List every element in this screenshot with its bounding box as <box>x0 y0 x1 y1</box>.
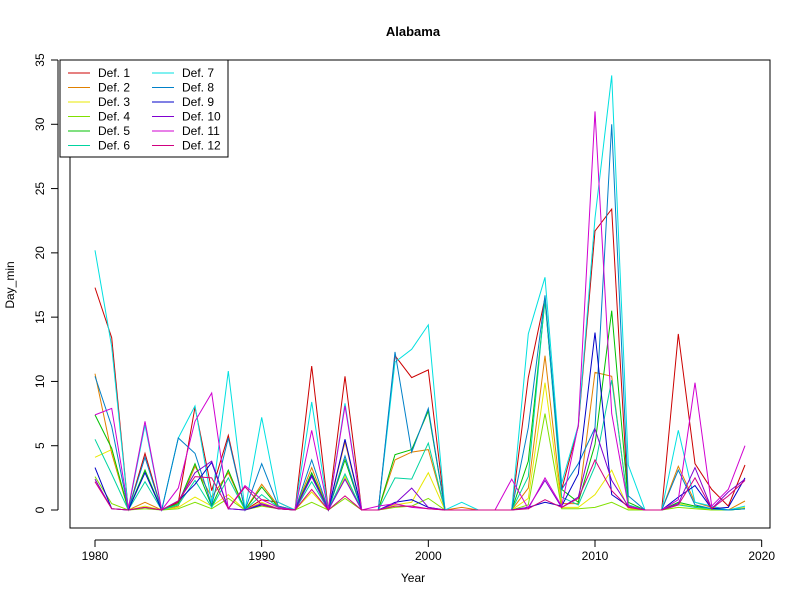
x-tick-label: 1990 <box>248 549 275 563</box>
legend-label-5: Def. 5 <box>98 124 130 138</box>
legend-label-3: Def. 3 <box>98 95 130 109</box>
y-tick-label: 30 <box>33 117 47 131</box>
y-tick-label: 25 <box>33 182 47 196</box>
series-line-8 <box>94 124 746 512</box>
legend-label-10: Def. 10 <box>182 110 221 124</box>
series-line-12 <box>94 458 746 511</box>
y-tick-label: 0 <box>33 506 47 513</box>
series-line-6 <box>94 297 746 512</box>
x-axis-title: Year <box>401 571 425 585</box>
series-line-11 <box>94 111 746 512</box>
y-axis-title: Day_min <box>3 261 17 308</box>
series-line-5 <box>94 300 746 512</box>
x-tick-label: 2020 <box>748 549 775 563</box>
series-line-4 <box>94 413 746 511</box>
legend-label-1: Def. 1 <box>98 66 130 80</box>
legend-label-6: Def. 6 <box>98 139 130 153</box>
legend-box <box>59 59 229 158</box>
x-tick-label: 2010 <box>582 549 609 563</box>
x-tick-label: 1980 <box>82 549 109 563</box>
y-tick-label: 15 <box>33 310 47 324</box>
legend-label-2: Def. 2 <box>98 81 130 95</box>
legend-label-9: Def. 9 <box>182 95 214 109</box>
series-line-7 <box>94 75 746 511</box>
x-tick-label: 2000 <box>415 549 442 563</box>
y-tick-label: 5 <box>33 442 47 449</box>
series-lines <box>94 75 746 512</box>
series-line-1 <box>94 207 746 511</box>
y-tick-label: 20 <box>33 246 47 260</box>
series-line-3 <box>94 382 746 511</box>
legend-label-12: Def. 12 <box>182 139 221 153</box>
y-axis: 0 5 10 15 20 25 30 35 <box>33 53 59 513</box>
y-tick-label: 10 <box>33 374 47 388</box>
legend-label-11: Def. 11 <box>182 124 220 138</box>
y-tick-label: 35 <box>33 53 47 67</box>
plot-area <box>69 59 771 529</box>
chart-title: Alabama <box>386 24 441 39</box>
legend-label-8: Def. 8 <box>182 81 214 95</box>
legend-label-4: Def. 4 <box>98 110 130 124</box>
legend-label-7: Def. 7 <box>182 66 214 80</box>
x-axis: 1980 1990 2000 2010 2020 <box>82 539 775 563</box>
